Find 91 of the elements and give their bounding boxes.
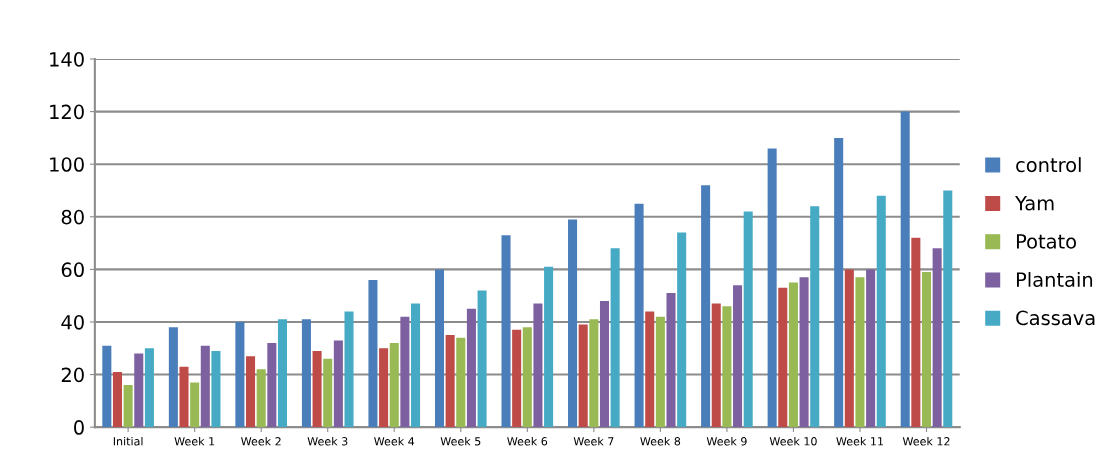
bar (876, 195, 886, 428)
bar (102, 345, 112, 428)
bar (711, 303, 721, 428)
bar (645, 311, 655, 428)
bar (512, 329, 522, 428)
bar (743, 211, 753, 428)
bar (599, 300, 610, 428)
bar (866, 269, 876, 428)
bar (211, 350, 221, 428)
x-tick-label: Week 7 (573, 436, 614, 446)
bar (533, 303, 543, 428)
bar (277, 319, 287, 428)
legend-label: Potato (1016, 234, 1076, 249)
bar (544, 266, 554, 428)
bar (932, 248, 942, 428)
bar (578, 324, 588, 428)
bar (911, 237, 921, 428)
legend-label: Cassava (1016, 310, 1095, 326)
bar (799, 277, 809, 428)
bar (445, 335, 455, 428)
x-tick-label: Initial (113, 436, 143, 446)
bar (256, 369, 266, 428)
x-tick-label: Week 2 (241, 436, 281, 446)
bar (400, 316, 410, 428)
bar (701, 185, 711, 428)
y-tick-label: 120 (50, 104, 84, 120)
bar (568, 219, 578, 428)
bar (834, 137, 844, 428)
bar (168, 327, 178, 428)
bar (810, 206, 820, 428)
y-tick-label: 0 (74, 420, 84, 435)
y-tick-label: 100 (50, 157, 84, 172)
bar (333, 340, 343, 428)
bar (466, 308, 476, 428)
legend-label: control (1016, 157, 1081, 173)
bar (666, 293, 676, 428)
x-tick-label: Week 4 (374, 436, 415, 446)
x-tick-label: Week 6 (507, 436, 548, 446)
bar (610, 248, 620, 428)
y-tick-label: 140 (50, 51, 84, 67)
x-tick-label: Week 10 (769, 436, 817, 446)
bar (312, 350, 322, 428)
bar (943, 190, 953, 428)
bar (589, 319, 599, 428)
bar (844, 269, 854, 428)
bar (434, 269, 445, 428)
bar (301, 319, 311, 428)
bar (778, 287, 788, 428)
bar (389, 343, 399, 428)
bar (344, 311, 354, 428)
bar (767, 148, 777, 428)
y-tick-label: 60 (61, 262, 84, 278)
bar (379, 348, 389, 428)
x-tick-label: Week 9 (706, 436, 747, 446)
bar (368, 279, 378, 428)
bar (722, 306, 732, 428)
x-tick-label: Week 11 (836, 436, 883, 446)
x-tick-label: Week 5 (440, 436, 481, 446)
bar (634, 203, 644, 428)
bar (190, 382, 200, 428)
bar (921, 272, 932, 428)
bar (323, 358, 333, 428)
x-tick-label: Week 8 (640, 436, 681, 446)
bar (855, 277, 865, 428)
bar (677, 232, 687, 428)
bar (456, 337, 466, 428)
bar (112, 371, 122, 428)
legend-label: Yam (1015, 196, 1054, 211)
bar (235, 321, 245, 428)
bar (267, 343, 277, 428)
bar (200, 345, 210, 428)
bar (411, 303, 421, 428)
x-tick-label: Week 3 (307, 436, 348, 446)
bar (246, 356, 256, 428)
bar (522, 327, 532, 428)
bar (179, 366, 189, 428)
y-tick-label: 80 (61, 209, 84, 225)
x-tick-label: Week 1 (174, 436, 215, 446)
bar (900, 111, 910, 428)
bar (655, 316, 665, 428)
bar (477, 290, 487, 428)
bar (144, 348, 154, 428)
x-tick-label: Week 12 (902, 436, 950, 446)
bar (134, 353, 144, 428)
bar (123, 385, 133, 428)
y-tick-label: 40 (61, 314, 84, 330)
bar (788, 282, 798, 428)
legend-label: Plantain (1016, 271, 1093, 287)
y-tick-label: 20 (61, 367, 84, 383)
bar (733, 285, 743, 428)
bar (501, 235, 511, 428)
